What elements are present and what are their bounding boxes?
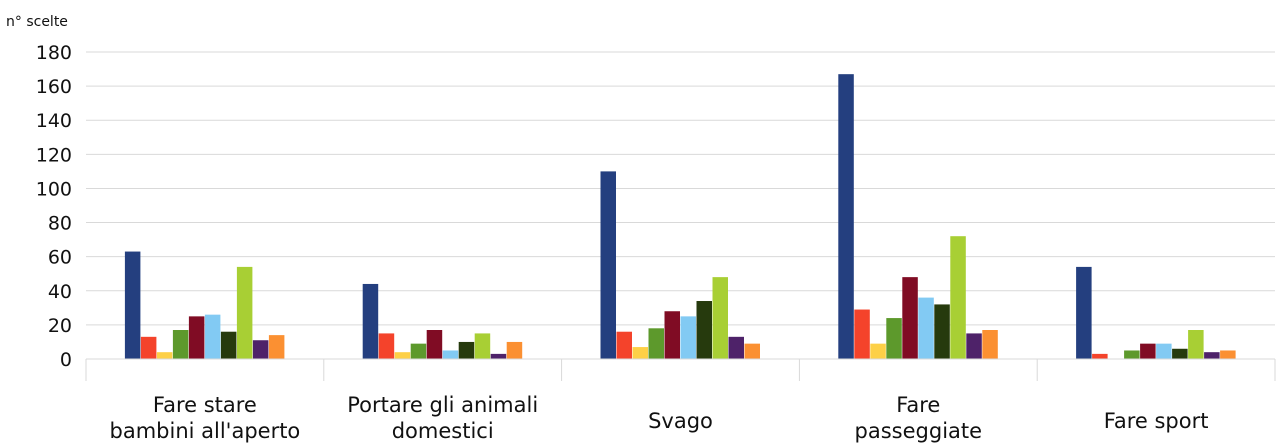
bar <box>600 171 616 359</box>
bar <box>1172 348 1188 359</box>
bar <box>696 301 712 359</box>
bar <box>474 333 491 359</box>
bar <box>680 316 696 359</box>
bar <box>854 309 870 359</box>
bar <box>1188 330 1204 359</box>
bar <box>188 316 205 359</box>
bar <box>728 336 744 359</box>
bar <box>268 335 285 359</box>
bar <box>870 343 886 359</box>
bar <box>1156 343 1172 359</box>
bar <box>124 251 141 359</box>
x-category-label: Fare <box>896 393 940 417</box>
y-tick-label: 0 <box>60 349 72 371</box>
bar <box>934 304 950 359</box>
x-category-label: Fare stare <box>153 393 257 417</box>
bar <box>838 74 854 359</box>
y-tick-label: 160 <box>36 76 72 98</box>
bar <box>648 328 664 359</box>
bar <box>886 318 902 359</box>
bar <box>1140 343 1156 359</box>
x-category-label: Portare gli animali <box>347 393 538 417</box>
y-tick-label: 20 <box>48 315 72 337</box>
bar <box>632 347 648 359</box>
y-tick-label: 40 <box>48 281 72 303</box>
bar <box>1220 350 1236 359</box>
bar <box>1204 352 1220 359</box>
bar <box>394 352 411 359</box>
y-tick-labels: 0 20 40 60 80 100 120 140 160 180 <box>36 42 72 371</box>
y-tick-label: 140 <box>36 110 72 132</box>
bar <box>156 352 173 359</box>
bar <box>950 236 966 359</box>
bar <box>1092 353 1108 359</box>
bar <box>902 277 918 359</box>
bar <box>490 353 507 359</box>
x-category-label: domestici <box>392 419 494 443</box>
y-tick-label: 100 <box>36 178 72 200</box>
y-axis-label: n° scelte <box>6 14 68 30</box>
x-category-label: Fare sport <box>1104 409 1209 433</box>
bar <box>252 340 269 359</box>
bar <box>236 266 253 359</box>
bar <box>664 311 680 359</box>
bar <box>966 333 982 359</box>
bar <box>982 330 998 359</box>
bar <box>140 336 157 359</box>
bar <box>362 283 379 359</box>
x-category-label: bambini all'aperto <box>110 419 301 443</box>
bar <box>458 341 475 359</box>
bar <box>744 343 760 359</box>
bar <box>378 333 395 359</box>
bar <box>410 343 427 359</box>
y-tick-label: 120 <box>36 144 72 166</box>
bar <box>918 297 934 359</box>
y-tick-label: 60 <box>48 247 72 269</box>
bar <box>204 314 221 359</box>
bar <box>1076 266 1092 359</box>
y-tick-label: 80 <box>48 213 72 235</box>
bar <box>616 331 632 359</box>
bar <box>426 330 443 359</box>
bar <box>1124 350 1140 359</box>
gridlines <box>86 51 1275 326</box>
x-category-label: passeggiate <box>855 419 983 443</box>
x-category-label: Svago <box>648 409 713 433</box>
bars <box>124 74 1236 359</box>
bar <box>506 341 523 359</box>
bar <box>442 350 459 359</box>
bar <box>220 331 237 359</box>
bar <box>712 277 728 359</box>
x-axis <box>85 358 1276 381</box>
bar <box>172 330 189 359</box>
y-tick-label: 180 <box>36 42 72 64</box>
